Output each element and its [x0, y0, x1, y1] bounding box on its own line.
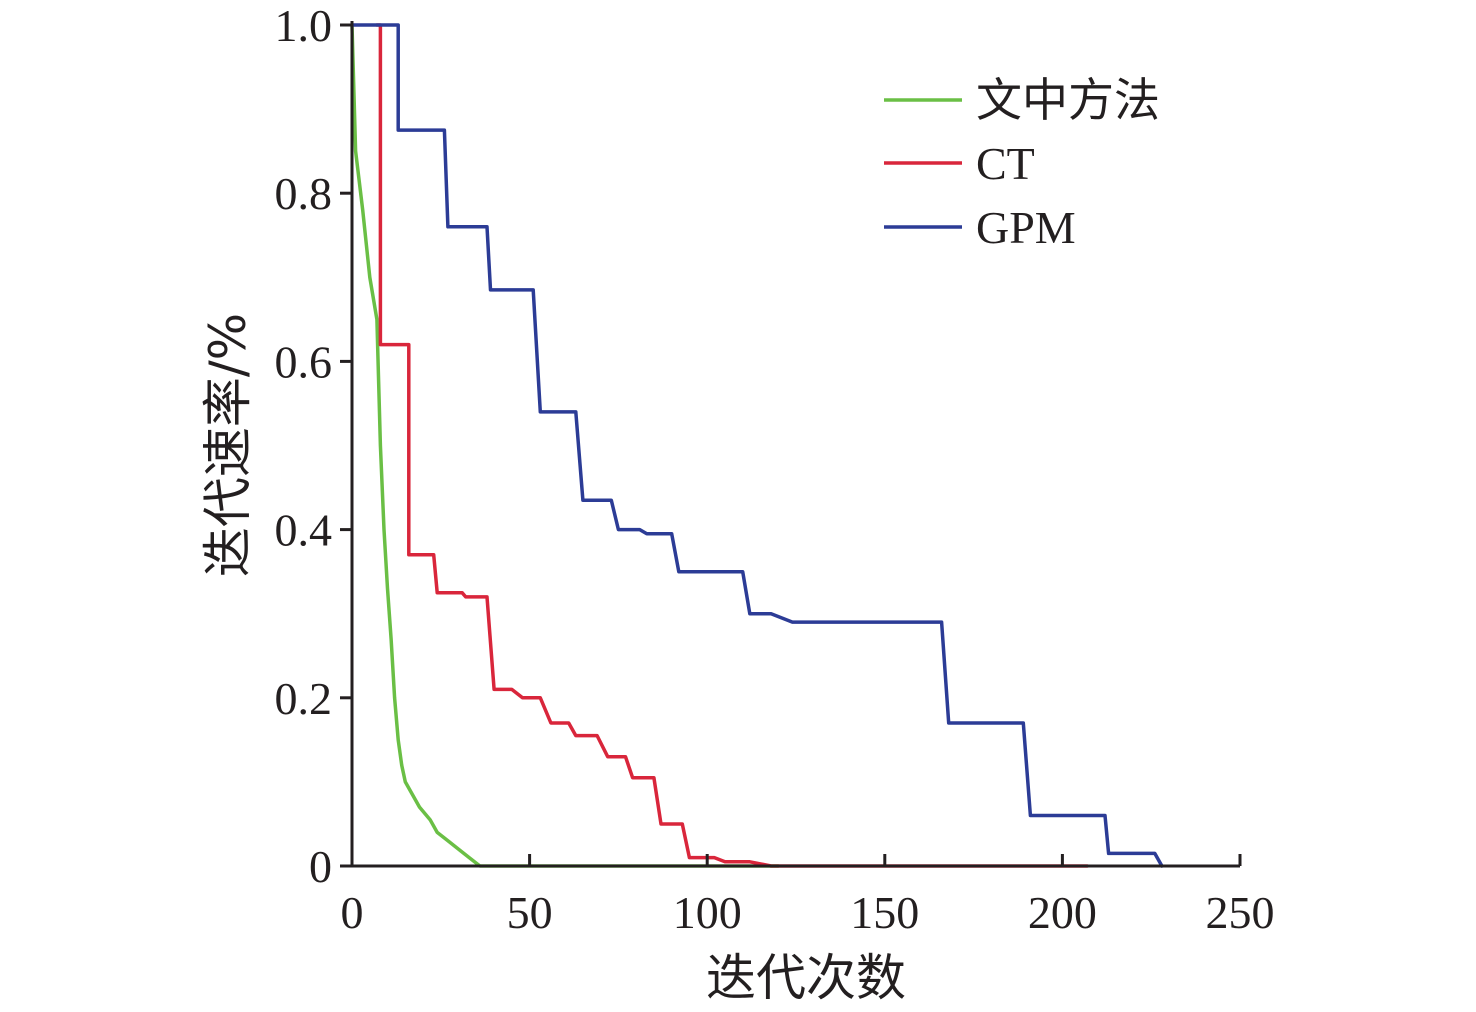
x-tick-label: 0: [341, 887, 364, 938]
y-tick-label: 0.2: [275, 673, 333, 724]
legend-label-0: 文中方法: [976, 73, 1160, 127]
legend: 文中方法 CT GPM: [884, 73, 1160, 253]
y-tick-label: 0: [309, 841, 332, 892]
x-ticks: 0 50 100 150 200 250: [341, 854, 1275, 938]
y-tick-label: 0.4: [275, 505, 333, 556]
legend-label-2: GPM: [976, 202, 1076, 253]
series-line-0: [350, 23, 780, 868]
y-ticks: 0 0.2 0.4 0.6 0.8 1.0: [275, 0, 352, 892]
x-tick-label: 50: [507, 887, 553, 938]
y-tick-label: 1.0: [275, 0, 333, 51]
plot-area: 0 50 100 150 200 250 0 0.2 0.4 0.6 0.8 1.0: [275, 0, 1275, 938]
x-tick-label: 150: [850, 887, 919, 938]
x-tick-label: 200: [1028, 887, 1097, 938]
x-tick-label: 100: [673, 887, 742, 938]
series-line-1: [375, 23, 1090, 868]
series-line-2: [350, 23, 1164, 868]
y-axis-title: 迭代速率/%: [199, 313, 257, 577]
x-axis-title: 迭代次数: [706, 949, 906, 1007]
x-tick-label: 250: [1206, 887, 1275, 938]
y-tick-label: 0.6: [275, 336, 333, 387]
series-group: [350, 23, 1164, 868]
y-tick-label: 0.8: [275, 168, 333, 219]
legend-label-1: CT: [976, 138, 1035, 189]
